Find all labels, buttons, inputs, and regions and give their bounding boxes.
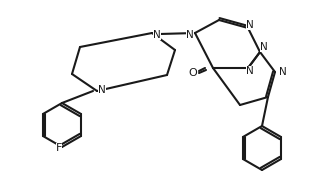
Text: N: N [246, 20, 254, 30]
Text: N: N [186, 30, 194, 40]
Text: N: N [279, 67, 287, 77]
Text: N: N [153, 30, 161, 40]
Text: N: N [246, 66, 254, 76]
Text: N: N [98, 85, 106, 95]
Text: O: O [189, 68, 198, 78]
Text: F: F [56, 143, 62, 153]
Text: N: N [260, 42, 268, 52]
